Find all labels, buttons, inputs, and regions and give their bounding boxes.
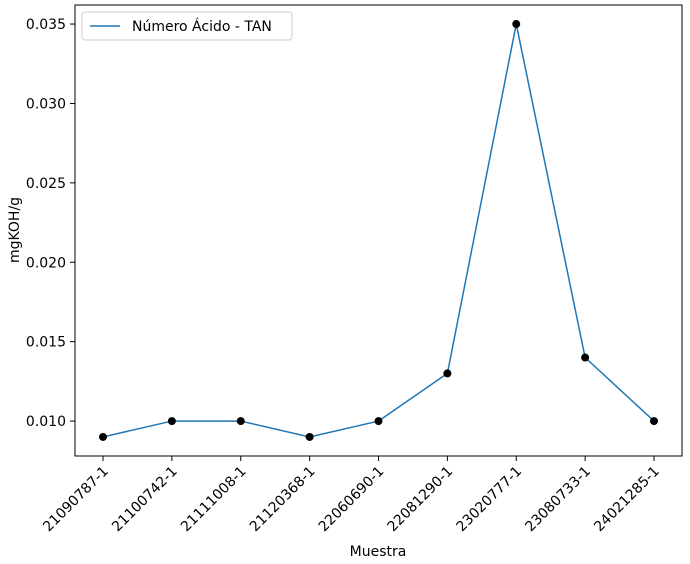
y-axis: 0.010 0.015 0.020 0.025 0.030 0.035 [26,17,75,430]
data-point [443,369,452,378]
y-axis-label: mgKOH/g [7,197,23,263]
data-point [99,432,107,441]
x-axis-label: Muestra [350,544,407,560]
y-tick-label: 0.020 [26,255,66,271]
data-point [374,417,383,426]
y-tick-label: 0.015 [26,335,66,351]
data-point [512,20,521,29]
data-point [305,432,314,441]
x-tick-label: 21090787-1 [40,464,112,536]
series-layer [99,20,658,441]
x-tick-label: 24021285-1 [591,464,663,536]
y-tick-label: 0.035 [26,17,66,33]
x-tick-label: 22081290-1 [385,464,457,536]
y-tick-label: 0.010 [26,414,66,430]
legend: Número Ácido - TAN [81,11,293,41]
x-tick-label: 21111008-1 [178,464,250,536]
y-tick-label: 0.030 [26,96,66,112]
x-tick-label: 23080733-1 [522,464,594,536]
x-tick-label: 23020777-1 [454,464,526,536]
data-point [167,417,176,426]
legend-label: Número Ácido - TAN [132,18,272,35]
data-point [236,417,245,426]
x-tick-label: 21120368-1 [247,464,319,536]
plot-area [74,4,683,457]
y-tick-label: 0.025 [26,176,66,192]
x-tick-label: 22060690-1 [316,464,388,536]
data-point [650,417,658,426]
legend-box [81,11,293,41]
x-axis: 21090787-121100742-121111008-121120368-1… [40,456,663,535]
data-point [581,353,590,362]
x-tick-label: 21100742-1 [109,464,181,536]
